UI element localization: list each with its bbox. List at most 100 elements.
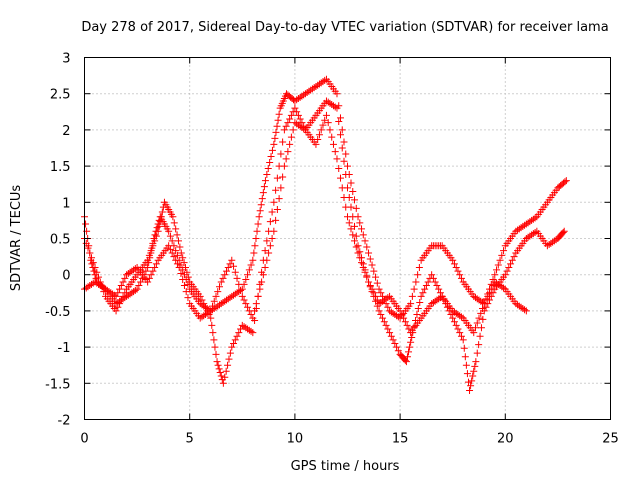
data-point [270, 227, 278, 235]
data-point [473, 349, 481, 357]
data-point [174, 237, 182, 245]
data-point [470, 292, 478, 300]
data-point [279, 138, 287, 146]
data-point [407, 338, 415, 346]
x-tick-label: 25 [602, 432, 619, 447]
data-point [245, 266, 253, 274]
data-point [200, 300, 208, 308]
data-point [314, 136, 322, 144]
data-point [257, 201, 265, 209]
data-point [121, 289, 129, 297]
data-point [515, 225, 523, 233]
data-point [277, 184, 285, 192]
data-point [391, 311, 399, 319]
data-point [98, 283, 106, 291]
data-point [275, 195, 283, 203]
data-point [396, 307, 404, 315]
data-point [214, 288, 222, 296]
data-point [401, 356, 409, 364]
data-point [208, 302, 216, 310]
data-point [331, 103, 339, 111]
data-point [377, 289, 385, 297]
data-point [271, 134, 279, 142]
data-point [261, 247, 269, 255]
data-point [93, 268, 101, 276]
data-point [249, 314, 257, 322]
data-point [144, 256, 152, 264]
data-point [183, 268, 191, 276]
data-point [459, 336, 467, 344]
data-point [433, 296, 441, 304]
data-point [452, 321, 460, 329]
data-point [287, 111, 295, 119]
data-point [422, 282, 430, 290]
data-point [469, 372, 477, 380]
data-point [517, 303, 525, 311]
data-point [479, 304, 487, 312]
x-tick-label: 0 [80, 432, 88, 447]
data-point [543, 242, 551, 250]
data-point [373, 296, 381, 304]
data-point [230, 291, 238, 299]
data-point [268, 146, 276, 154]
data-point [417, 292, 425, 300]
data-point [340, 157, 348, 165]
data-point [265, 249, 273, 257]
data-point [215, 365, 223, 373]
data-point [475, 341, 483, 349]
data-point [291, 119, 299, 127]
data-point [501, 271, 509, 279]
data-point [479, 298, 487, 306]
data-point [384, 325, 392, 333]
data-point [112, 307, 120, 315]
data-point [214, 361, 222, 369]
data-point [237, 286, 245, 294]
data-point [224, 361, 232, 369]
data-point [562, 177, 570, 185]
x-tick-label: 5 [186, 432, 194, 447]
data-point [416, 298, 424, 306]
data-point [321, 116, 329, 124]
data-point [209, 329, 217, 337]
data-point [252, 235, 260, 242]
data-point [222, 367, 230, 375]
data-point [275, 110, 283, 118]
data-point [124, 291, 132, 299]
data-point [242, 324, 250, 332]
data-point [219, 274, 227, 282]
data-point [82, 220, 90, 228]
data-point [389, 309, 397, 317]
data-point [522, 235, 530, 242]
data-point [266, 242, 274, 250]
data-point [349, 187, 357, 195]
data-point [344, 184, 351, 192]
data-point [479, 315, 487, 323]
data-point [296, 122, 304, 130]
data-point [486, 289, 494, 297]
data-point [100, 284, 108, 292]
y-axis-label: SDTVAR / TECUs [9, 185, 24, 292]
data-points [81, 75, 570, 395]
data-point [251, 242, 259, 250]
data-point [482, 296, 490, 304]
data-point [345, 193, 353, 201]
data-point [447, 311, 455, 319]
data-point [149, 267, 157, 275]
data-point [454, 311, 462, 319]
data-point [247, 311, 255, 319]
data-point [272, 128, 280, 136]
data-point [166, 245, 174, 253]
data-point [145, 274, 153, 282]
data-point [114, 303, 122, 311]
data-point [366, 255, 374, 263]
data-point [268, 235, 276, 242]
y-tick-label: 1.5 [50, 160, 71, 175]
data-point [351, 222, 359, 230]
data-point [266, 218, 274, 226]
data-point [198, 296, 206, 304]
data-point [244, 325, 252, 333]
data-point [175, 263, 183, 271]
data-point [344, 162, 351, 170]
data-point [287, 133, 295, 141]
data-point [247, 327, 255, 335]
